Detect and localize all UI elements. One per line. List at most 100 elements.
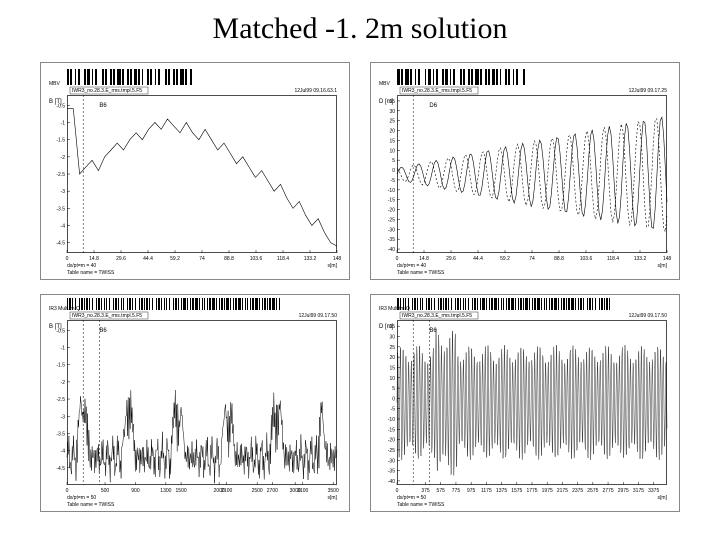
svg-text:148: 148 xyxy=(333,256,342,262)
panel-top-left: -4.5-4-3.5-3-2.5-2-1.5-1-0.5014.829.644.… xyxy=(40,62,350,280)
svg-text:-2: -2 xyxy=(61,155,66,161)
svg-text:20: 20 xyxy=(389,129,395,135)
svg-text:s[m]: s[m] xyxy=(328,495,338,501)
svg-text:59.2: 59.2 xyxy=(170,256,180,262)
svg-text:2175: 2175 xyxy=(557,488,568,494)
svg-text:IWR3_no.28.3.E_rms.tmpl.5.F5: IWR3_no.28.3.E_rms.tmpl.5.F5 xyxy=(402,313,472,319)
svg-text:-3.5: -3.5 xyxy=(56,431,65,437)
svg-text:10: 10 xyxy=(389,148,395,154)
svg-text:1375: 1375 xyxy=(496,488,507,494)
svg-text:-40: -40 xyxy=(388,247,395,253)
svg-text:14.8: 14.8 xyxy=(419,256,429,262)
svg-text:1975: 1975 xyxy=(542,488,553,494)
svg-text:0: 0 xyxy=(392,396,395,402)
footer-line-2: Table name = TWISS xyxy=(397,502,444,508)
barcode-strip xyxy=(67,69,337,85)
svg-text:775: 775 xyxy=(452,488,461,494)
svg-text:-25: -25 xyxy=(388,448,395,454)
chart-plot: -4.5-4-3.5-3-2.5-2-1.5-1-0.5014.829.644.… xyxy=(67,95,337,253)
svg-text:-3.5: -3.5 xyxy=(56,206,65,212)
svg-text:-10: -10 xyxy=(388,417,395,423)
svg-text:-10: -10 xyxy=(388,188,395,194)
svg-text:s[m]: s[m] xyxy=(328,263,338,269)
footer-line-2: Table name = TWISS xyxy=(67,270,114,276)
svg-text:D6: D6 xyxy=(429,103,437,109)
svg-text:103.6: 103.6 xyxy=(250,256,263,262)
slide-title: Matched -1. 2m solution xyxy=(0,12,720,46)
barcode-strip xyxy=(67,298,337,310)
svg-text:0: 0 xyxy=(392,168,395,174)
svg-text:88.8: 88.8 xyxy=(224,256,234,262)
svg-text:-35: -35 xyxy=(388,469,395,475)
svg-text:148: 148 xyxy=(663,256,672,262)
svg-text:3175: 3175 xyxy=(633,488,644,494)
svg-text:-5: -5 xyxy=(391,407,396,413)
svg-text:29.6: 29.6 xyxy=(116,256,126,262)
footer-line-1: dx/pt=m = 40 xyxy=(397,263,426,269)
svg-text:2500: 2500 xyxy=(252,488,263,494)
svg-text:B6: B6 xyxy=(99,103,107,109)
slide: Matched -1. 2m solution -4.5-4-3.5-3-2.5… xyxy=(0,0,720,540)
chart-grid: -4.5-4-3.5-3-2.5-2-1.5-1-0.5014.829.644.… xyxy=(40,62,680,512)
svg-text:-1: -1 xyxy=(61,346,66,352)
svg-text:-5: -5 xyxy=(391,178,396,184)
svg-text:IWR3_no.28.3.E_rms.tmpl.5.F5: IWR3_no.28.3.E_rms.tmpl.5.F5 xyxy=(402,88,472,94)
svg-text:-35: -35 xyxy=(388,237,395,243)
svg-text:2100: 2100 xyxy=(221,488,232,494)
panel-top-right: -40-35-30-25-20-15-10-505101520253035014… xyxy=(370,62,680,280)
svg-text:IR3 Mult.tm.Q: IR3 Mult.tm.Q xyxy=(379,306,410,312)
svg-text:12Jul99 09.16.63.1: 12Jul99 09.16.63.1 xyxy=(294,88,337,94)
svg-text:900: 900 xyxy=(131,488,140,494)
svg-text:B [T]: B [T] xyxy=(49,99,62,105)
svg-text:-15: -15 xyxy=(388,198,395,204)
svg-text:15: 15 xyxy=(389,138,395,144)
svg-text:MBV: MBV xyxy=(379,81,391,87)
svg-text:-30: -30 xyxy=(388,227,395,233)
footer-line-2: Table name = TWISS xyxy=(397,270,444,276)
svg-text:D [m]: D [m] xyxy=(379,324,394,330)
svg-text:3100: 3100 xyxy=(297,488,308,494)
svg-text:133.2: 133.2 xyxy=(304,256,317,262)
svg-text:MBV: MBV xyxy=(49,81,61,87)
svg-text:1775: 1775 xyxy=(526,488,537,494)
panel-bottom-right: -40-35-30-25-20-15-10-505101520253035037… xyxy=(370,294,680,512)
svg-text:25: 25 xyxy=(389,119,395,125)
svg-text:74: 74 xyxy=(529,256,535,262)
svg-text:0: 0 xyxy=(66,256,69,262)
svg-text:12Jul99 09.17.50: 12Jul99 09.17.50 xyxy=(299,313,338,319)
svg-text:10: 10 xyxy=(389,376,395,382)
svg-text:-2.5: -2.5 xyxy=(56,397,65,403)
svg-text:-40: -40 xyxy=(388,479,395,485)
barcode-strip xyxy=(397,69,667,85)
svg-text:2700: 2700 xyxy=(267,488,278,494)
svg-text:B [T]: B [T] xyxy=(49,324,62,330)
svg-text:44.4: 44.4 xyxy=(473,256,483,262)
svg-text:-4.5: -4.5 xyxy=(56,241,65,247)
svg-text:44.4: 44.4 xyxy=(143,256,153,262)
svg-text:0: 0 xyxy=(396,488,399,494)
svg-text:-15: -15 xyxy=(388,427,395,433)
svg-text:5: 5 xyxy=(392,158,395,164)
svg-text:-4.5: -4.5 xyxy=(56,466,65,472)
svg-text:88.8: 88.8 xyxy=(554,256,564,262)
svg-text:2975: 2975 xyxy=(618,488,629,494)
svg-text:59.2: 59.2 xyxy=(500,256,510,262)
svg-text:1500: 1500 xyxy=(176,488,187,494)
svg-text:1575: 1575 xyxy=(511,488,522,494)
svg-text:2575: 2575 xyxy=(587,488,598,494)
svg-text:118.4: 118.4 xyxy=(277,256,289,262)
footer-line-1: dx/pt=m = 50 xyxy=(397,495,426,501)
svg-text:5: 5 xyxy=(392,386,395,392)
svg-text:IWR3_no.28.3.E_rms.tmpl.5.F5: IWR3_no.28.3.E_rms.tmpl.5.F5 xyxy=(72,88,142,94)
svg-text:74: 74 xyxy=(199,256,205,262)
svg-text:15: 15 xyxy=(389,365,395,371)
svg-text:12Jul99 09.17.25: 12Jul99 09.17.25 xyxy=(629,88,668,94)
svg-text:-30: -30 xyxy=(388,458,395,464)
svg-text:D [m]: D [m] xyxy=(379,99,394,105)
svg-text:-4: -4 xyxy=(61,224,66,230)
svg-text:-3: -3 xyxy=(61,189,66,195)
svg-text:0: 0 xyxy=(396,256,399,262)
svg-text:30: 30 xyxy=(389,109,395,115)
footer-line-1: dx/pt=m = 40 xyxy=(67,263,96,269)
svg-text:3500: 3500 xyxy=(328,488,339,494)
